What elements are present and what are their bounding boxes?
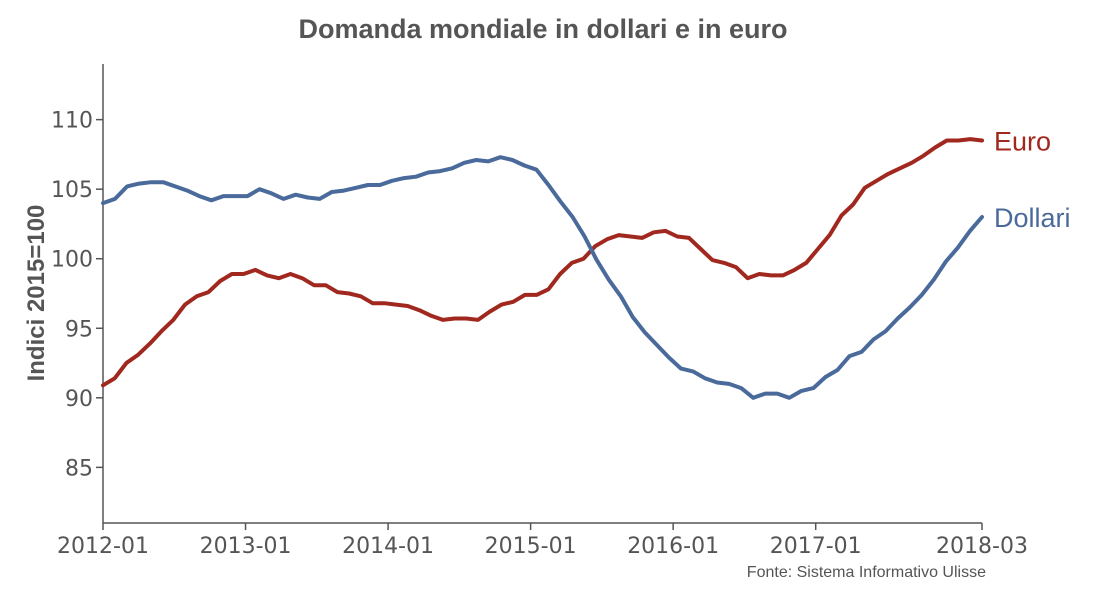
y-tick-label: 85 <box>65 456 93 481</box>
x-tick-label: 2013-01 <box>200 534 292 559</box>
chart-title: Domanda mondiale in dollari e in euro <box>298 14 787 44</box>
series-label-euro: Euro <box>994 127 1051 157</box>
y-axis-label: Indici 2015=100 <box>23 205 50 382</box>
series-end-labels: Euro Dollari <box>994 127 1071 234</box>
y-tick-label: 110 <box>51 109 93 134</box>
y-tick-label: 90 <box>65 387 93 412</box>
series-line-euro <box>101 137 984 388</box>
source-note: Fonte: Sistema Informativo Ulisse <box>747 564 986 581</box>
series-lines <box>101 137 984 400</box>
series-label-dollari: Dollari <box>994 203 1071 233</box>
x-tick-label: 2014-01 <box>342 534 434 559</box>
axes: 85 90 95 100 105 110 2012-01 2013-01 2014-01 2015… <box>51 64 1028 559</box>
series-line-dollari <box>101 155 984 400</box>
x-tick-label: 2012-01 <box>57 534 149 559</box>
y-tick-label: 105 <box>51 178 93 203</box>
x-tick-label: 2015-01 <box>485 534 577 559</box>
x-tick-label: 2016-01 <box>627 534 719 559</box>
x-tick-label: 2018-03 <box>936 534 1028 559</box>
y-tick-label: 95 <box>65 317 93 342</box>
x-tick-label: 2017-01 <box>770 534 862 559</box>
y-tick-label: 100 <box>51 248 93 273</box>
